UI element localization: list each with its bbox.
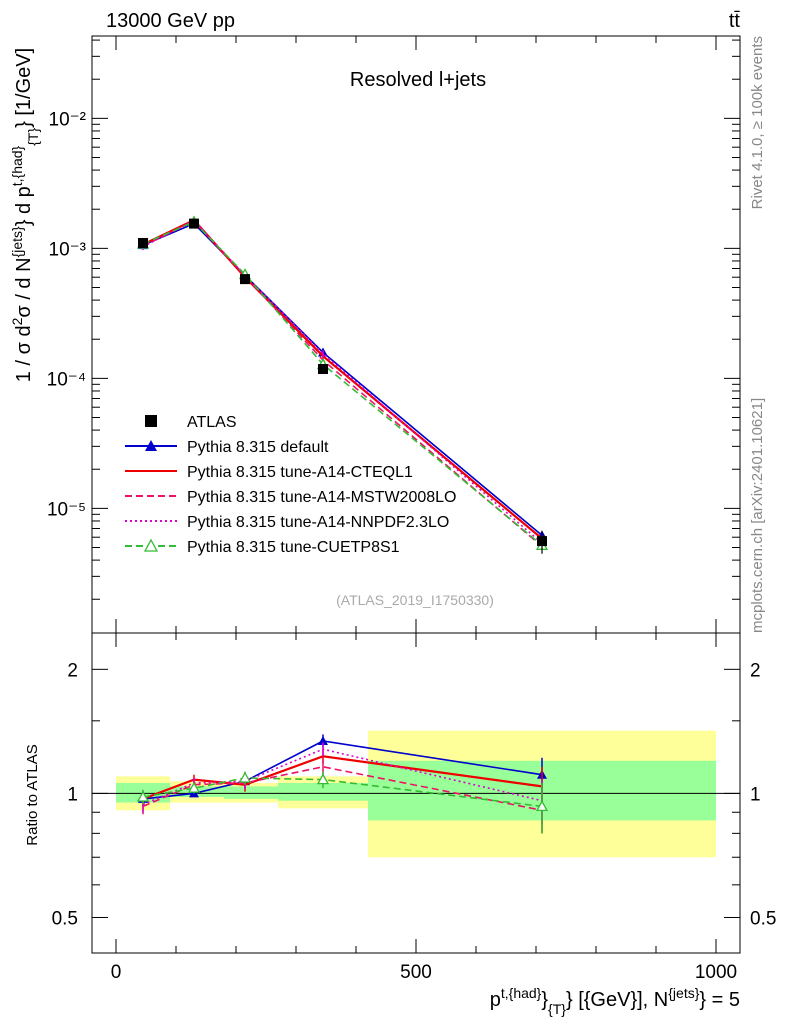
series-line [142,220,543,546]
ratio-y-tick-label: 2 [67,660,78,681]
ratio-y-tick-label-right: 1 [750,784,761,805]
x-tick-label: 1000 [695,962,737,983]
legend-label: Pythia 8.315 tune-A14-MSTW2008LO [187,489,456,506]
collision-energy-label: 13000 GeV pp [106,10,235,32]
process-label: tt̄ [729,10,741,32]
legend-label: ATLAS [187,414,237,431]
y-tick-label: 10⁻⁴ [47,369,86,390]
y-tick-label: 10⁻³ [49,239,87,260]
ratio-marker [318,736,328,746]
data-point [138,237,148,248]
x-tick-label: 500 [400,962,432,983]
ratio-marker [136,790,150,802]
legend-label: Pythia 8.315 tune-A14-CTEQL1 [187,464,413,481]
ratio-marker [316,773,330,785]
legend-marker [143,538,159,552]
x-tick-label: 0 [111,962,122,983]
legend-marker [145,440,157,451]
ratio-y-tick-label: 0.5 [52,908,78,929]
ratio-y-tick-label: 1 [67,784,78,805]
legend-label: Pythia 8.315 tune-CUETP8S1 [187,539,400,556]
legend: ATLAS Pythia 8.315 default Pythia 8.315 tu… [125,414,456,556]
data-point [537,536,547,547]
y-tick-label: 10⁻⁵ [47,499,86,520]
ratio-y-tick-label-right: 2 [750,660,761,681]
legend-label: Pythia 8.315 tune-A14-NNPDF2.3LO [187,514,449,531]
ratio-marker [187,781,201,793]
legend-marker-data [145,415,157,427]
rivet-version-label: Rivet 4.1.0, ≥ 100k events [749,36,766,209]
y-tick-label: 10⁻² [49,109,87,130]
data-point [240,274,250,285]
ratio-band-stat [224,786,278,799]
plot-title: Resolved l+jets [350,69,486,91]
ratio-series-line [142,765,543,812]
data-point [318,364,328,375]
ratio-y-axis-title: Ratio to ATLAS [24,744,41,845]
data-point [189,218,199,229]
ratio-y-tick-label-right: 0.5 [750,908,776,929]
ratio-marker [535,800,549,812]
ratio-marker [238,771,252,783]
mcplots-source-label: mcplots.cern.ch [arXiv:2401.10621] [749,398,766,633]
analysis-id-label: (ATLAS_2019_I1750330) [336,592,494,608]
ratio-band-stat [278,782,368,801]
main-y-axis-title: 1 / σ d2σ / d N{jets}} d pt,{had}{T}} [1… [9,48,41,382]
x-axis-title: pt,{had}}{T}} [{GeV}], N{jets}} = 5 [490,985,740,1017]
legend-label: Pythia 8.315 default [187,439,329,456]
